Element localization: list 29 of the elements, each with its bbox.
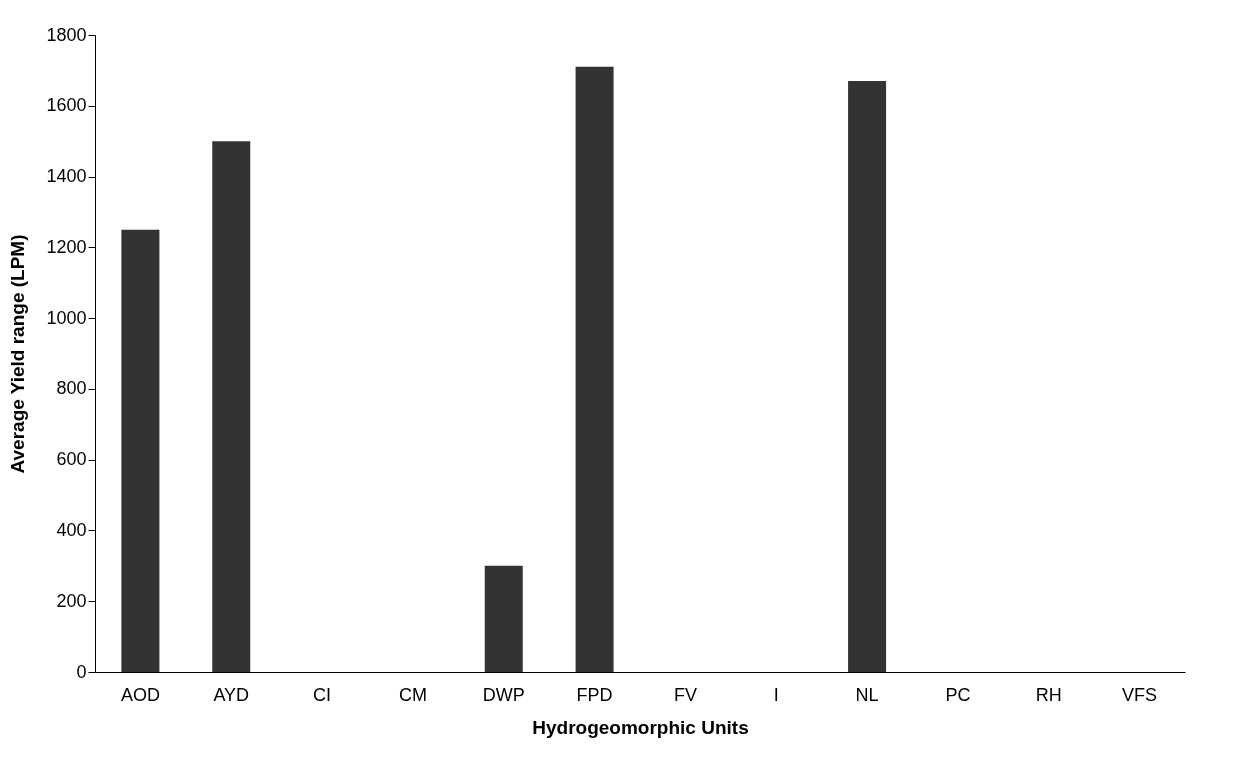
bar [575, 66, 614, 672]
y-tick-label: 600 [56, 449, 87, 470]
x-tick-label: I [773, 684, 779, 705]
x-axis-title: Hydrogeomorphic Units [532, 716, 749, 738]
x-tick-label: NL [855, 684, 879, 705]
x-tick-label: VFS [1122, 684, 1158, 705]
x-tick-label: AYD [213, 684, 250, 705]
y-tick-label: 400 [56, 519, 87, 540]
y-tick-label: 1000 [46, 307, 87, 328]
y-tick-label: 0 [76, 661, 87, 682]
y-tick-label: 1200 [46, 236, 87, 257]
bar [484, 565, 523, 672]
x-tick-label: RH [1035, 684, 1062, 705]
x-tick-label: AOD [120, 684, 160, 705]
bar [121, 229, 160, 672]
x-tick-label: DWP [482, 684, 525, 705]
x-tick-label: FPD [576, 684, 613, 705]
y-tick-label: 200 [56, 590, 87, 611]
y-tick-label: 800 [56, 378, 87, 399]
x-tick-label: CM [398, 684, 427, 705]
x-tick-label: PC [945, 684, 971, 705]
y-tick-label: 1600 [46, 95, 87, 116]
bar [848, 81, 887, 672]
x-tick-label: CI [313, 684, 332, 705]
y-tick-label: 1800 [46, 24, 87, 45]
y-tick-label: 1400 [46, 166, 87, 187]
bar [212, 141, 251, 672]
x-tick-label: FV [673, 684, 697, 705]
y-axis-title: Average Yield range (LPM) [7, 234, 29, 474]
